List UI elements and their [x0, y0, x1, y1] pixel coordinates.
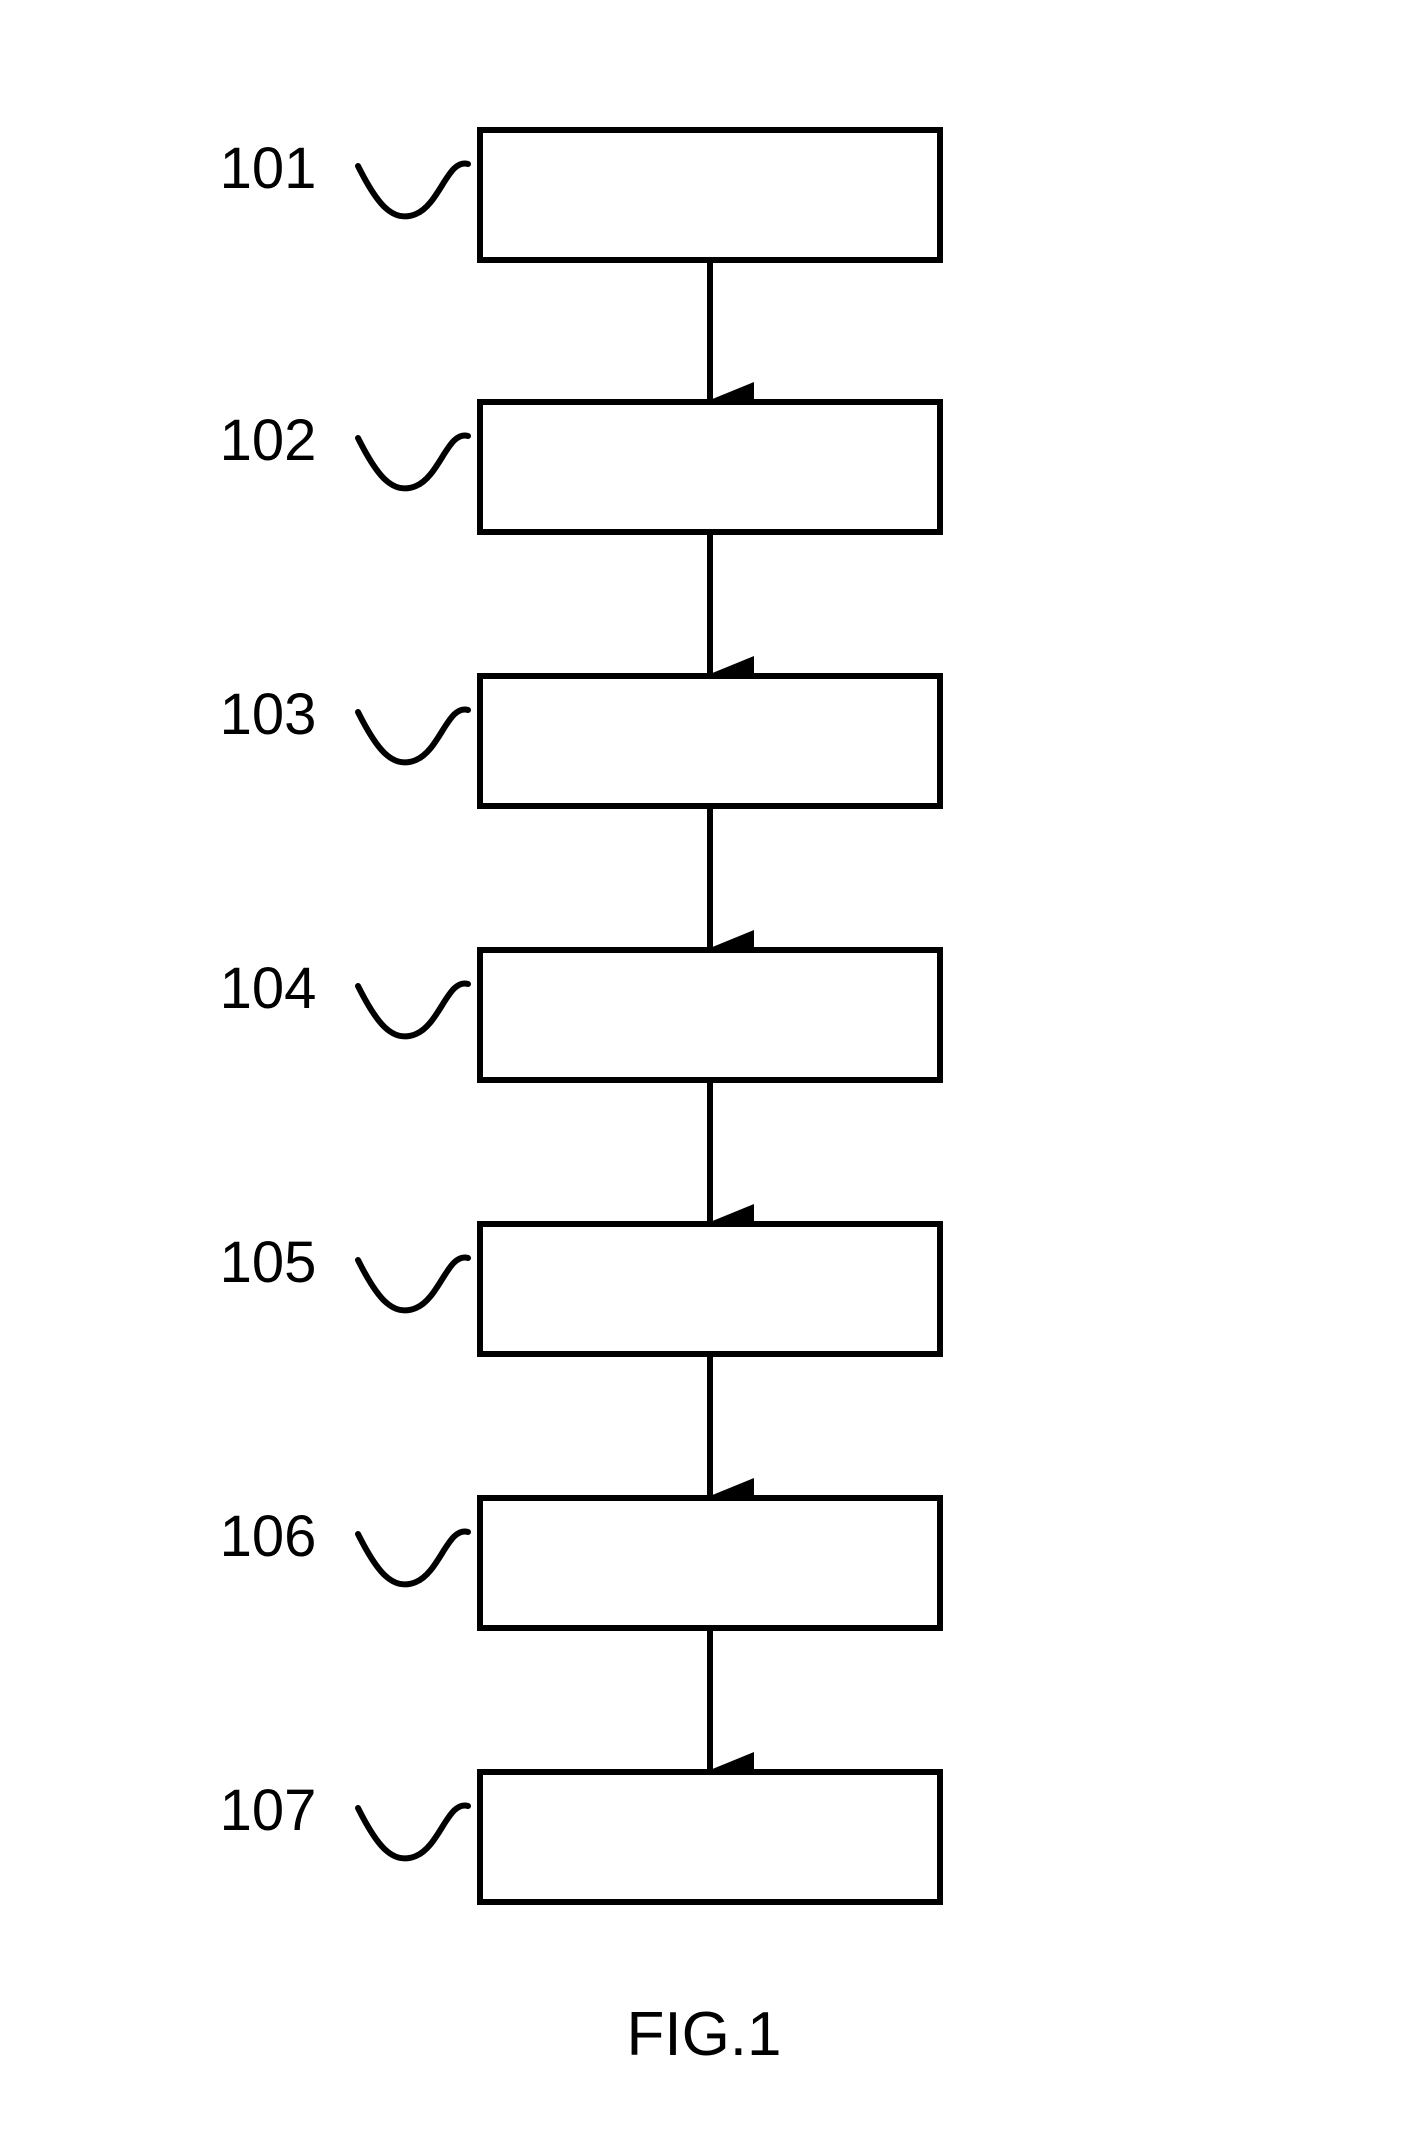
- node-box-102: [480, 402, 940, 532]
- node-103: 103: [220, 676, 940, 806]
- lead-line-102: [358, 435, 468, 488]
- node-label-101: 101: [220, 136, 317, 201]
- node-box-106: [480, 1498, 940, 1628]
- node-box-107: [480, 1772, 940, 1902]
- node-105: 105: [220, 1224, 940, 1354]
- node-box-101: [480, 130, 940, 260]
- lead-line-104: [358, 983, 468, 1036]
- figure-caption: FIG.1: [626, 2000, 781, 2069]
- node-107: 107: [220, 1772, 940, 1902]
- lead-line-105: [358, 1257, 468, 1310]
- node-box-103: [480, 676, 940, 806]
- node-box-104: [480, 950, 940, 1080]
- node-label-102: 102: [220, 408, 317, 473]
- lead-line-106: [358, 1531, 468, 1584]
- node-label-107: 107: [220, 1778, 317, 1843]
- node-101: 101: [220, 130, 940, 260]
- node-label-106: 106: [220, 1504, 317, 1569]
- node-104: 104: [220, 950, 940, 1080]
- node-106: 106: [220, 1498, 940, 1628]
- flowchart-figure: 101 102 103 104 105 106 107 FIG.1: [0, 0, 1408, 2150]
- node-box-105: [480, 1224, 940, 1354]
- node-102: 102: [220, 402, 940, 532]
- node-label-103: 103: [220, 682, 317, 747]
- lead-line-103: [358, 709, 468, 762]
- lead-line-107: [358, 1805, 468, 1858]
- lead-line-101: [358, 163, 468, 216]
- node-label-105: 105: [220, 1230, 317, 1295]
- node-label-104: 104: [220, 956, 317, 1021]
